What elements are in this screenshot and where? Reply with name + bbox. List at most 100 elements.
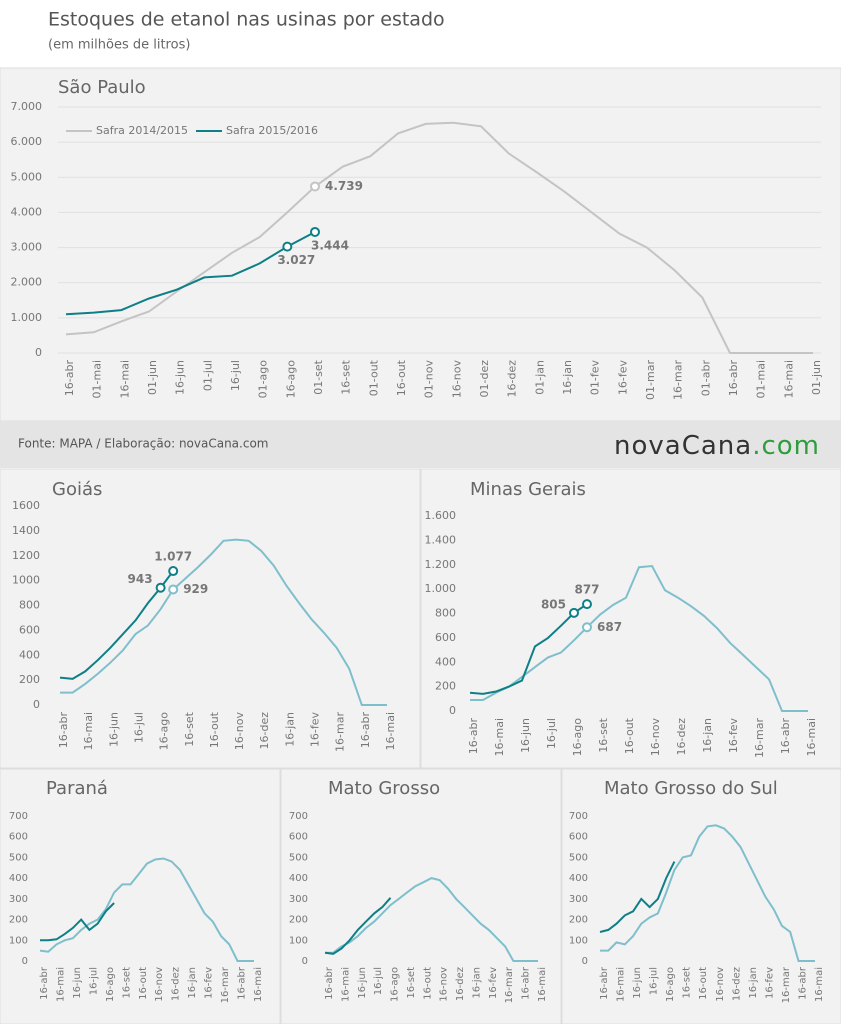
x-tick-label: 01-jul [201,360,214,391]
panel [0,468,421,769]
data-label: 877 [574,583,599,597]
x-tick-label: 16-jun [632,967,643,999]
y-tick-label: 500 [9,852,28,863]
x-tick-label: 01-mai [755,360,768,398]
y-tick-label: 500 [289,852,308,863]
legend-label: Safra 2014/2015 [96,124,188,137]
chart-title: Mato Grosso [328,778,440,799]
y-tick-label: 700 [289,811,308,822]
data-label: 805 [541,597,566,611]
series-line [65,121,813,354]
x-tick-label: 16-jun [519,718,532,753]
x-tick-label: 16-out [422,967,433,1000]
y-tick-label: 400 [19,648,40,661]
y-tick-label: 300 [289,894,308,905]
series-line [469,603,588,695]
y-tick-label: 1.200 [425,558,457,571]
chart: São Paulo 0 1.000 2.000 3.000 4.000 5.000 6.000… [11,77,824,400]
panel [561,768,841,1024]
x-tick-label: 16-set [682,967,693,999]
y-tick-label: 3.000 [11,241,43,254]
x-tick-label: 16-jul [88,967,99,995]
data-label: 1.077 [154,550,192,564]
footer-band [0,421,841,468]
y-tick-label: 1.600 [425,509,457,522]
y-tick-label: 700 [9,811,28,822]
x-tick-label: 16-jan [471,967,482,999]
x-tick-label: 16-ago [284,360,297,399]
y-tick-label: 600 [569,832,588,843]
chart-title: Mato Grosso do Sul [604,778,778,799]
page-title: Estoques de etanol nas usinas por estado [48,9,445,31]
y-tick-label: 200 [569,915,588,926]
x-tick-label: 16-jan [187,967,198,999]
x-tick-label: 16-abr [467,718,480,755]
x-tick-label: 16-jan [283,712,296,747]
x-tick-label: 16-mar [672,360,685,400]
x-tick-label: 16-jun [357,967,368,999]
x-tick-label: 16-mai [384,712,397,750]
y-tick-label: 500 [569,852,588,863]
y-tick-label: 400 [569,873,588,884]
x-tick-label: 16-mar [334,712,347,752]
point-marker [582,622,592,633]
x-tick-label: 16-fev [488,967,499,999]
series-line [39,857,254,962]
x-tick-label: 16-nov [450,360,463,399]
series-line [325,877,538,962]
y-tick-label: 400 [435,655,456,668]
x-tick-label: 16-jul [132,712,145,743]
logo-main: novaCana [614,431,752,461]
y-tick-label: 300 [569,894,588,905]
y-tick-label: 1000 [12,574,40,587]
panel [280,768,562,1024]
x-tick-label: 16-dez [675,718,688,756]
x-tick-label: 16-mar [781,966,792,1003]
x-tick-label: 16-ago [105,967,116,1002]
y-tick-label: 600 [19,623,40,636]
x-tick-label: 16-nov [649,718,662,757]
x-tick-label: 16-mai [82,712,95,750]
chart: Goiás 0 200 400 600 800 1000 1200 1400 1600 16-abr… [12,479,397,752]
panel [420,468,841,769]
x-tick-label: 16-mai [537,967,548,1002]
y-tick-label: 600 [435,631,456,644]
x-tick-label: 16-mai [805,718,818,756]
x-tick-label: 16-set [597,717,610,752]
chart: Mato Grosso 0 100 200 300 400 500 600 700 16-abr 1… [289,778,548,1003]
page-subtitle: (em milhões de litros) [48,38,190,53]
y-tick-label: 2.000 [11,276,43,289]
y-tick-label: 0 [33,698,40,711]
x-tick-label: 16-abr [237,966,248,1000]
x-tick-label: 16-jun [174,360,187,395]
x-tick-label: 16-abr [779,718,792,755]
y-tick-label: 600 [9,832,28,843]
y-tick-label: 0 [302,956,308,967]
y-tick-label: 200 [19,673,40,686]
x-tick-label: 16-mai [55,967,66,1002]
series-line [600,824,815,962]
x-tick-label: 01-set [312,359,325,394]
point-marker [168,566,179,577]
chart-title: São Paulo [58,77,146,98]
x-tick-label: 16-jul [229,360,242,391]
y-tick-label: 0 [449,704,456,717]
y-tick-label: 100 [289,935,308,946]
x-tick-label: 16-mai [782,360,795,398]
source-note: Fonte: MAPA / Elaboração: novaCana.com [18,437,268,451]
point-marker [310,226,320,237]
y-tick-label: 400 [9,873,28,884]
x-tick-label: 16-mar [753,718,766,758]
data-label: 3.444 [311,238,349,252]
data-label: 4.739 [325,179,363,193]
y-tick-label: 800 [19,599,40,612]
x-tick-label: 16-mai [340,967,351,1002]
chart-title: Paraná [46,778,108,799]
x-tick-label: 16-ago [158,712,171,751]
x-tick-label: 16-ago [665,967,676,1002]
panel [0,768,281,1024]
x-tick-label: 16-out [395,359,408,396]
y-tick-label: 5.000 [11,170,43,183]
y-tick-label: 1.000 [11,311,43,324]
y-tick-label: 4.000 [11,205,43,218]
